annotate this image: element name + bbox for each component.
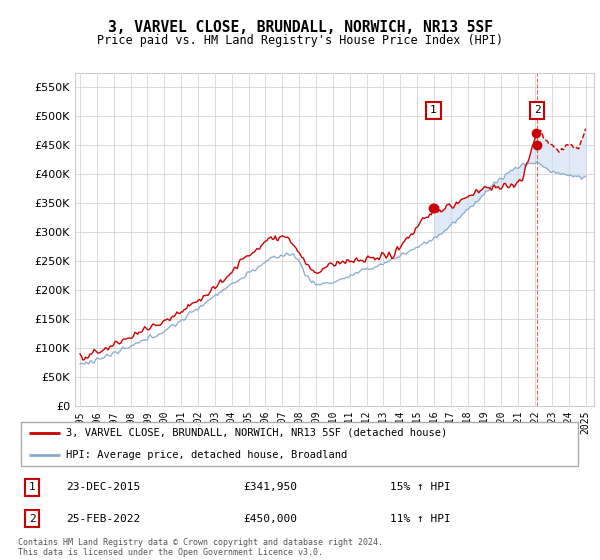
Text: £450,000: £450,000 <box>244 514 298 524</box>
Text: 11% ↑ HPI: 11% ↑ HPI <box>390 514 451 524</box>
Text: HPI: Average price, detached house, Broadland: HPI: Average price, detached house, Broa… <box>66 450 347 460</box>
Text: 25-FEB-2022: 25-FEB-2022 <box>66 514 140 524</box>
Text: Price paid vs. HM Land Registry's House Price Index (HPI): Price paid vs. HM Land Registry's House … <box>97 34 503 46</box>
Text: 1: 1 <box>29 482 35 492</box>
Text: 2: 2 <box>29 514 35 524</box>
Text: 15% ↑ HPI: 15% ↑ HPI <box>390 482 451 492</box>
Text: 23-DEC-2015: 23-DEC-2015 <box>66 482 140 492</box>
FancyBboxPatch shape <box>21 422 578 466</box>
Text: 1: 1 <box>430 105 437 115</box>
Text: 3, VARVEL CLOSE, BRUNDALL, NORWICH, NR13 5SF (detached house): 3, VARVEL CLOSE, BRUNDALL, NORWICH, NR13… <box>66 428 447 438</box>
Text: 2: 2 <box>533 105 541 115</box>
Text: 3, VARVEL CLOSE, BRUNDALL, NORWICH, NR13 5SF: 3, VARVEL CLOSE, BRUNDALL, NORWICH, NR13… <box>107 20 493 35</box>
Text: £341,950: £341,950 <box>244 482 298 492</box>
Text: Contains HM Land Registry data © Crown copyright and database right 2024.
This d: Contains HM Land Registry data © Crown c… <box>18 538 383 557</box>
